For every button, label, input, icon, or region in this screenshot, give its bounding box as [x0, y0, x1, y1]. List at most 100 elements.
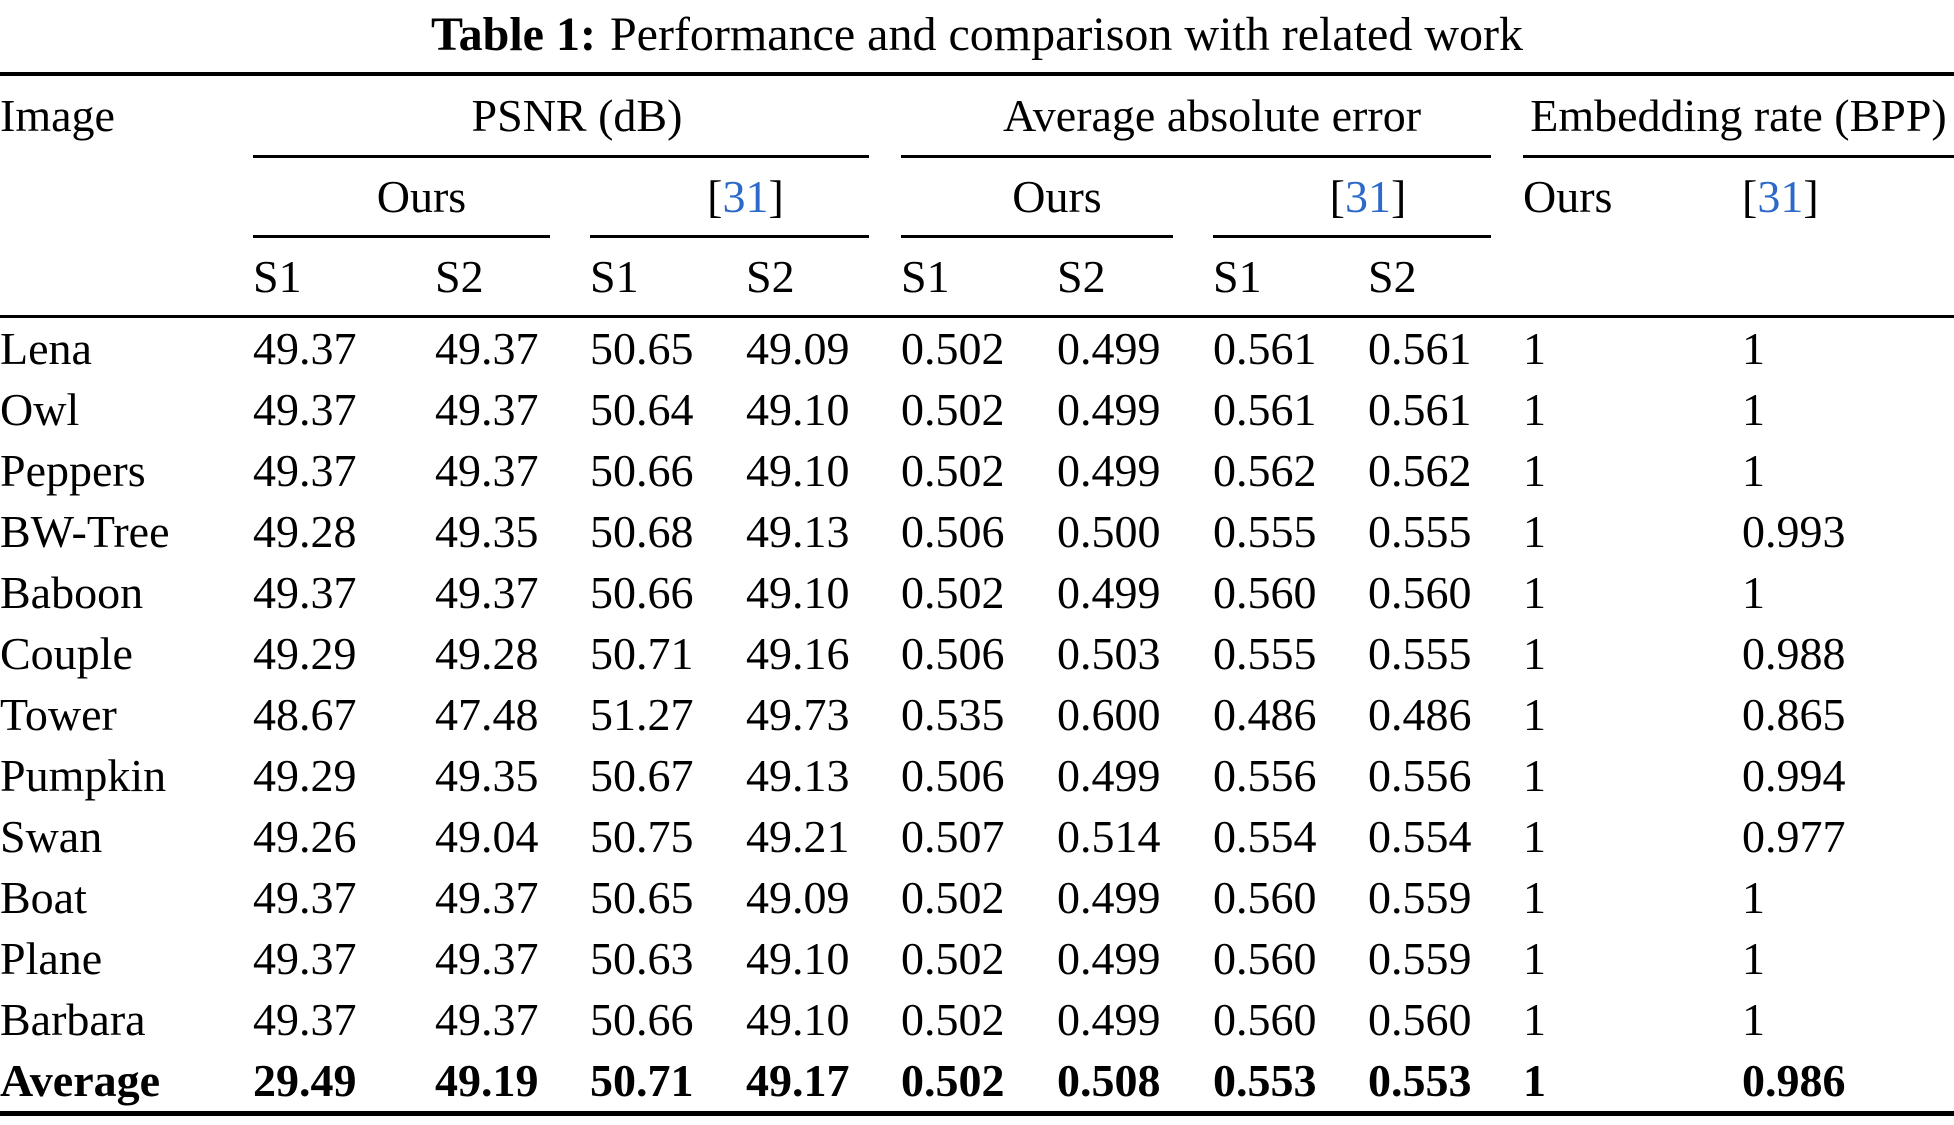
- cell-value: 50.65: [590, 322, 694, 374]
- cell-value: 49.29: [253, 627, 357, 679]
- row-image-name: Couple: [0, 627, 133, 679]
- cell-value: 0.506: [901, 749, 1005, 801]
- mid-rule: [0, 315, 1954, 318]
- cell-value: 0.499: [1057, 993, 1161, 1045]
- table-number-label: Table 1:: [431, 8, 596, 61]
- cell-value: 1: [1742, 383, 1765, 435]
- cell-value: 0.600: [1057, 688, 1161, 740]
- subheader-s2: S2: [435, 250, 484, 302]
- cell-value: 0.535: [901, 688, 1005, 740]
- row-image-name: Lena: [0, 322, 92, 374]
- row-image-name: Swan: [0, 810, 103, 862]
- cell-value: 0.555: [1213, 505, 1317, 557]
- cell-value: 0.486: [1368, 688, 1472, 740]
- citation-number: 31: [1345, 170, 1391, 222]
- cell-value: 0.502: [901, 566, 1005, 618]
- bracket-close: ]: [768, 170, 784, 222]
- table-row: Barbara 49.37 49.37 50.66 49.10 0.502 0.…: [0, 989, 1954, 1050]
- group-header-bpp: Embedding rate (BPP): [1530, 89, 1947, 141]
- cell-value: 49.10: [746, 993, 850, 1045]
- cell-value: 0.559: [1368, 932, 1472, 984]
- table-row: Peppers 49.37 49.37 50.66 49.10 0.502 0.…: [0, 440, 1954, 501]
- cell-value: 49.09: [746, 322, 850, 374]
- cell-value: 49.21: [746, 810, 850, 862]
- cell-value: 50.66: [590, 993, 694, 1045]
- cell-value: 49.29: [253, 749, 357, 801]
- cell-value: 0.988: [1742, 627, 1846, 679]
- column-header-image: Image: [0, 89, 115, 141]
- cell-value: 1: [1523, 322, 1546, 374]
- cell-value: 0.556: [1213, 749, 1317, 801]
- cell-value: 0.499: [1057, 322, 1161, 374]
- cell-value: 0.556: [1368, 749, 1472, 801]
- cell-value: 1: [1742, 322, 1765, 374]
- cell-value: 49.37: [435, 993, 539, 1045]
- cell-value: 0.560: [1213, 993, 1317, 1045]
- cell-value: 0.502: [901, 322, 1005, 374]
- group-header-row: Image PSNR (dB) Average absolute error E…: [0, 76, 1954, 155]
- cell-value: 1: [1523, 505, 1546, 557]
- cell-value: 49.37: [435, 444, 539, 496]
- row-image-name: Tower: [0, 688, 117, 740]
- cell-value: 0.554: [1368, 810, 1472, 862]
- cell-value: 1: [1523, 383, 1546, 435]
- cell-value: 50.65: [590, 871, 694, 923]
- cell-value: 1: [1523, 444, 1546, 496]
- cell-value: 49.13: [746, 749, 850, 801]
- cell-value: 0.555: [1368, 505, 1472, 557]
- bracket-open: [: [707, 170, 723, 222]
- citation-ref-31[interactable]: [31]: [590, 158, 901, 235]
- cell-value: 49.37: [253, 566, 357, 618]
- cell-value: 0.561: [1368, 383, 1472, 435]
- bracket-open: [: [1329, 170, 1345, 222]
- citation-ref-31[interactable]: [31]: [1742, 158, 1954, 235]
- cell-value: 1: [1523, 932, 1546, 984]
- cell-value: 48.67: [253, 688, 357, 740]
- cell-value: 0.503: [1057, 627, 1161, 679]
- cell-value: 49.73: [746, 688, 850, 740]
- cell-value: 0.553: [1368, 1054, 1472, 1106]
- cell-value: 49.37: [253, 322, 357, 374]
- cell-value: 49.37: [435, 871, 539, 923]
- cell-value: 0.555: [1368, 627, 1472, 679]
- row-image-name: Average: [0, 1054, 161, 1106]
- row-image-name: BW-Tree: [0, 505, 170, 557]
- table-row: BW-Tree 49.28 49.35 50.68 49.13 0.506 0.…: [0, 501, 1954, 562]
- bottom-rule: [0, 1111, 1954, 1116]
- cell-value: 0.560: [1213, 932, 1317, 984]
- cell-value: 0.502: [901, 444, 1005, 496]
- subheader-s1: S1: [1213, 250, 1262, 302]
- cell-value: 29.49: [253, 1054, 357, 1106]
- row-image-name: Baboon: [0, 566, 144, 618]
- cell-value: 0.553: [1213, 1054, 1317, 1106]
- citation-ref-31[interactable]: [31]: [1213, 158, 1523, 235]
- row-image-name: Barbara: [0, 993, 146, 1045]
- cell-value: 49.04: [435, 810, 539, 862]
- cell-value: 0.560: [1368, 993, 1472, 1045]
- citation-number: 31: [1757, 170, 1804, 222]
- subheader-ours-bpp: Ours: [1523, 170, 1613, 222]
- cell-value: 0.514: [1057, 810, 1161, 862]
- cell-value: 0.499: [1057, 749, 1161, 801]
- cell-value: 0.554: [1213, 810, 1317, 862]
- table-row: Boat 49.37 49.37 50.65 49.09 0.502 0.499…: [0, 867, 1954, 928]
- cell-value: 0.993: [1742, 505, 1846, 557]
- top-rule: [0, 72, 1954, 76]
- cell-value: 0.507: [901, 810, 1005, 862]
- cell-value: 0.499: [1057, 383, 1161, 435]
- cell-value: 0.986: [1742, 1054, 1846, 1106]
- cell-value: 49.28: [253, 505, 357, 557]
- cell-value: 49.35: [435, 749, 539, 801]
- cell-value: 49.13: [746, 505, 850, 557]
- results-table: Image PSNR (dB) Average absolute error E…: [0, 72, 1954, 1116]
- cell-value: 1: [1523, 627, 1546, 679]
- table-row: Tower 48.67 47.48 51.27 49.73 0.535 0.60…: [0, 684, 1954, 745]
- cell-value: 50.67: [590, 749, 694, 801]
- cell-value: 1: [1523, 688, 1546, 740]
- cell-value: 0.560: [1368, 566, 1472, 618]
- cell-value: 49.19: [435, 1054, 539, 1106]
- cell-value: 51.27: [590, 688, 694, 740]
- cell-value: 49.37: [435, 383, 539, 435]
- cell-value: 1: [1742, 444, 1765, 496]
